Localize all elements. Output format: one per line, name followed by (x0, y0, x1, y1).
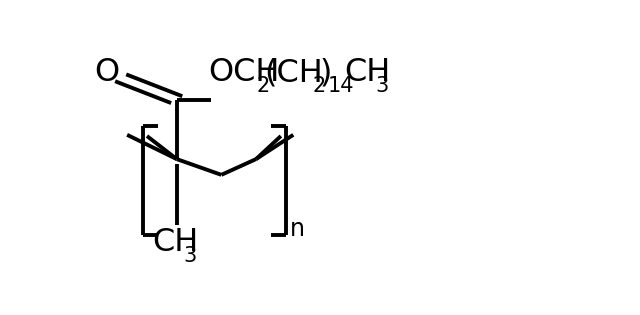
Text: 2: 2 (312, 76, 325, 96)
Text: 3: 3 (184, 246, 197, 266)
Text: 14: 14 (328, 76, 355, 96)
Text: CH: CH (344, 57, 390, 89)
Text: ): ) (319, 57, 332, 89)
Text: 2: 2 (257, 76, 270, 96)
Text: (CH: (CH (264, 57, 323, 89)
Text: O: O (95, 57, 120, 89)
Text: OCH: OCH (208, 57, 279, 89)
Text: n: n (290, 217, 305, 241)
Text: 3: 3 (376, 76, 389, 96)
Text: CH: CH (152, 227, 198, 258)
